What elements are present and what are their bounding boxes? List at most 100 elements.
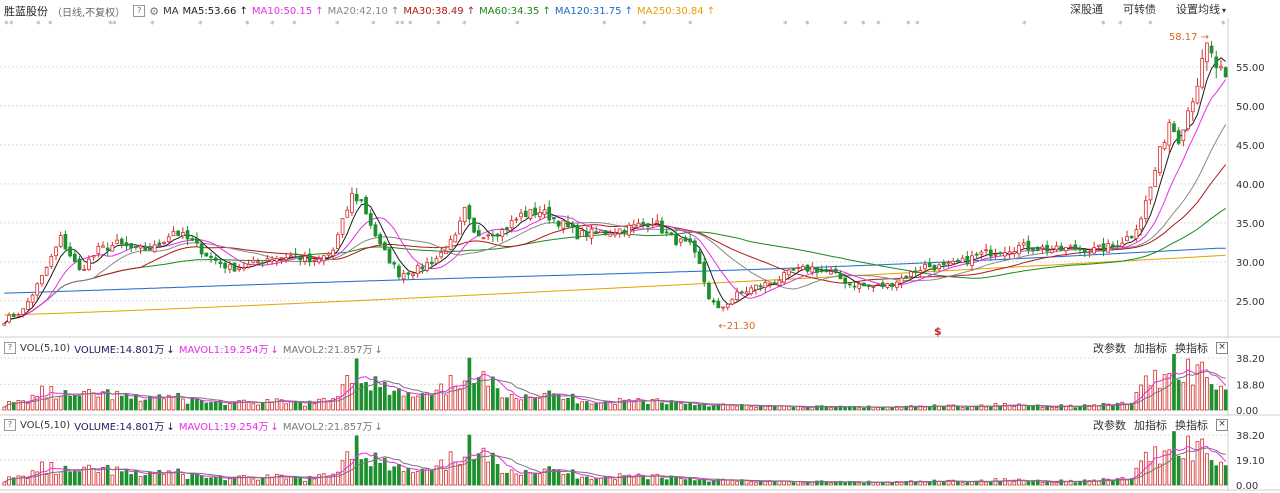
candle-body	[1181, 129, 1186, 142]
mavol2-line	[4, 447, 1226, 483]
volume-bar	[317, 474, 321, 486]
volume-bar	[664, 404, 669, 411]
candle-body	[622, 229, 627, 234]
volume-bar	[589, 478, 594, 486]
volume-bar	[984, 406, 988, 411]
volume-bar	[641, 400, 646, 411]
volume-bar	[599, 477, 603, 486]
volume-bar	[162, 398, 166, 411]
price-chart[interactable]: 55.00 50.00 45.00 40.00 35.00 30.00 25.00 58.17…	[0, 18, 1280, 338]
candle-body	[772, 282, 777, 285]
volume-bar	[16, 475, 21, 486]
candle-body	[664, 231, 669, 234]
candle-body	[364, 197, 368, 215]
vol-panel-1-close-icon[interactable]: ×	[1216, 342, 1228, 354]
vol-tick-label: 38.20	[1236, 354, 1265, 365]
volume-bar	[284, 478, 289, 486]
candle-body	[697, 251, 702, 265]
vol-panel-2-help-button[interactable]: ?	[4, 419, 16, 431]
candle-body	[1026, 240, 1031, 251]
vol-panel-1-header: ? VOL(5,10) VOLUME:14.801万 ↓ MAVOL1:19.25…	[0, 339, 1280, 357]
vol-panel-1-add-indicator-button[interactable]: 加指标	[1134, 342, 1167, 355]
candle-body	[899, 277, 904, 284]
candle-body	[321, 255, 326, 262]
volume-bar	[1096, 480, 1101, 486]
volume-bar	[54, 398, 58, 411]
volume-chart-1[interactable]: 38.20 18.80 0.00	[0, 354, 1280, 416]
candle-body	[105, 247, 110, 251]
volume-bar	[988, 481, 993, 486]
info-marker: *	[783, 20, 788, 30]
vol-panel-1-edit-params-button[interactable]: 改参数	[1093, 342, 1126, 355]
candle-body	[180, 232, 185, 237]
candle-body	[1125, 236, 1129, 242]
volume-bar	[25, 402, 30, 411]
volume-bar	[1045, 406, 1050, 411]
convertible-link[interactable]: 可转债	[1122, 3, 1156, 16]
volume-bar	[913, 406, 918, 411]
volume-bar	[176, 392, 181, 411]
volume-bar	[1186, 358, 1190, 411]
candle-body	[354, 193, 359, 202]
volume-bar	[1176, 379, 1181, 411]
volume-bar	[96, 396, 101, 411]
volume-bar	[523, 469, 528, 486]
help-button[interactable]: ?	[133, 5, 146, 17]
gear-icon[interactable]: ⚙	[149, 4, 160, 18]
candle-body	[871, 286, 876, 288]
ma-settings-link[interactable]: 设置均线 ▾	[1176, 1, 1226, 17]
vol-panel-2-edit-params-button[interactable]: 改参数	[1093, 419, 1126, 432]
volume-bar	[782, 405, 786, 411]
vol-panel-2-switch-indicator-button[interactable]: 换指标	[1175, 419, 1208, 432]
candle-body	[956, 259, 960, 263]
candle-body	[937, 264, 941, 270]
candle-body	[932, 264, 937, 271]
candle-body	[946, 262, 951, 265]
candle-body	[218, 261, 223, 265]
vol-panel-1-help-button[interactable]: ?	[4, 342, 16, 354]
candle-body	[965, 255, 970, 265]
candle-body	[749, 287, 754, 294]
volume-bar	[1176, 455, 1181, 486]
candle-body	[115, 239, 119, 244]
volume-bar	[354, 435, 359, 486]
volume-bar	[1078, 406, 1082, 411]
volume-chart-2[interactable]: 38.20 19.10 0.00	[0, 431, 1280, 491]
vol-panel-2-add-indicator-button[interactable]: 加指标	[1134, 419, 1167, 432]
volume-bar	[998, 481, 1003, 486]
candle-body	[777, 279, 782, 286]
volume-bar	[688, 477, 693, 486]
shgt-link[interactable]: 深股通	[1069, 3, 1103, 16]
vol-panel-2-mavol1: MAVOL1:19.254万 ↓	[179, 418, 279, 433]
volume-bar	[134, 469, 138, 486]
volume-bar	[298, 476, 303, 486]
candle-body	[293, 253, 298, 256]
volume-bar	[289, 475, 293, 486]
volume-bar	[40, 461, 44, 486]
candle-body	[237, 267, 242, 271]
candle-body	[72, 253, 77, 262]
volume-bar	[660, 477, 664, 486]
vol-panel-2-close-icon[interactable]: ×	[1216, 419, 1228, 431]
volume-bar	[650, 399, 655, 411]
vol-panel-1-switch-indicator-button[interactable]: 换指标	[1175, 342, 1208, 355]
volume-bar	[627, 474, 631, 486]
volume-bar	[486, 385, 491, 411]
volume-bar	[415, 395, 420, 411]
candle-body	[641, 222, 646, 225]
volume-bar	[960, 407, 965, 411]
candle-body	[129, 243, 134, 249]
volume-bar	[260, 402, 265, 411]
volume-bar	[242, 399, 246, 411]
candle-body	[951, 260, 956, 265]
volume-bar	[232, 402, 237, 411]
candle-body	[491, 234, 495, 237]
volume-bar	[1054, 482, 1059, 486]
info-marker: *	[843, 20, 848, 30]
volume-bar	[819, 480, 824, 486]
candle-body	[340, 218, 345, 235]
candle-body	[584, 231, 589, 238]
candle-body	[650, 223, 655, 226]
info-marker: *	[245, 20, 250, 30]
volume-bar	[1214, 389, 1219, 411]
